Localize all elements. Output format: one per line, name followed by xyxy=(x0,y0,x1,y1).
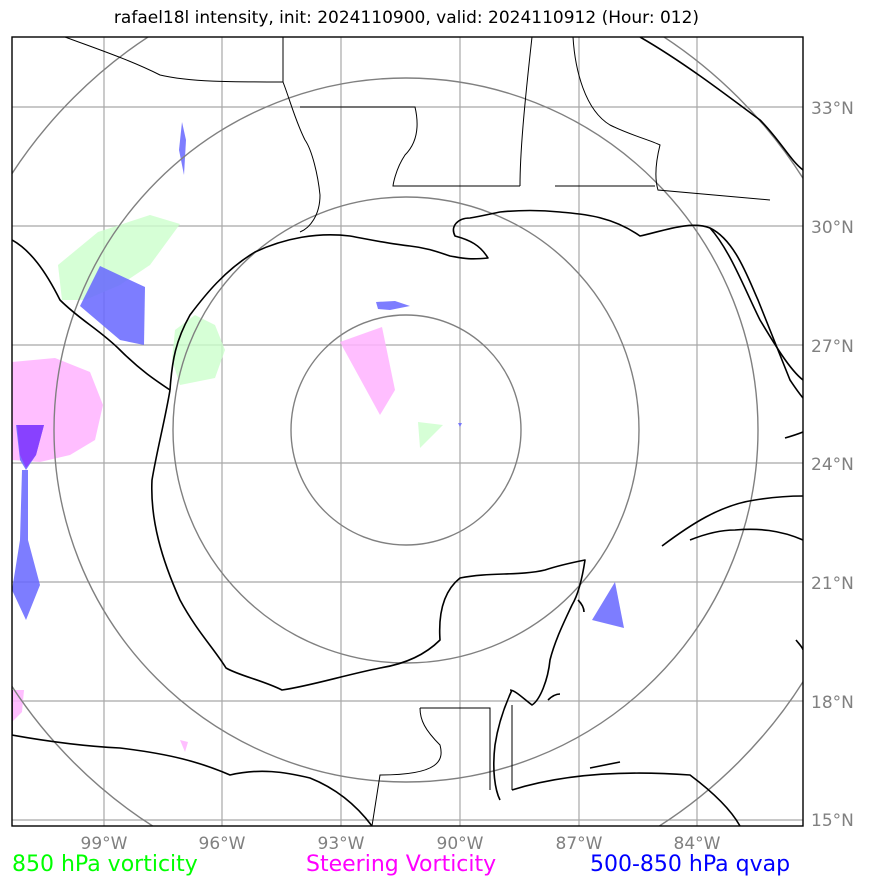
vort850-patch xyxy=(418,422,443,448)
steering-patch xyxy=(340,327,395,415)
central-america-coast xyxy=(12,734,373,826)
lat-label-24: 24°N xyxy=(811,455,854,475)
lat-labels: 33°N 30°N 27°N 24°N 21°N 18°N 15°N xyxy=(811,99,854,831)
range-ring-3 xyxy=(53,77,759,783)
gridlines xyxy=(12,37,803,826)
legend-steering-vorticity: Steering Vorticity xyxy=(306,852,497,877)
lon-label-90: 90°W xyxy=(437,834,484,854)
lat-label-33: 33°N xyxy=(811,99,854,119)
florida-peninsula xyxy=(709,227,803,381)
qvap-patch xyxy=(179,122,186,175)
qvap-patch xyxy=(80,266,145,345)
steering-patch xyxy=(180,740,188,752)
us-state-borders xyxy=(64,37,771,233)
qvap-patch xyxy=(592,582,624,628)
yucatan-islands xyxy=(547,599,621,769)
atlantic-coast xyxy=(639,37,803,171)
map-frame xyxy=(11,36,804,827)
lon-label-87: 87°W xyxy=(556,834,603,854)
mexico-inland-coast xyxy=(12,239,171,391)
gulf-coast-north xyxy=(169,209,803,399)
coastlines xyxy=(12,37,803,826)
mexico-guatemala-border xyxy=(371,707,491,826)
lat-label-18: 18°N xyxy=(811,693,854,713)
steering-patch xyxy=(12,690,24,722)
range-ring-1 xyxy=(290,314,522,546)
lon-label-84: 84°W xyxy=(674,834,721,854)
range-ring-2 xyxy=(172,196,640,664)
honduras-coast xyxy=(511,772,741,826)
vort850-patch xyxy=(172,315,225,385)
hispaniola-coast xyxy=(795,639,803,651)
legend-850-vorticity: 850 hPa vorticity xyxy=(12,852,198,877)
qvap-patch xyxy=(12,470,40,620)
yucatan-east-coast xyxy=(493,689,513,801)
lon-label-99: 99°W xyxy=(81,834,128,854)
qvap-patch xyxy=(458,423,462,427)
lat-label-30: 30°N xyxy=(811,218,854,238)
borders xyxy=(64,37,771,826)
cuba-coast xyxy=(661,495,803,547)
legend-qvap: 500-850 hPa qvap xyxy=(590,852,791,877)
lat-label-21: 21°N xyxy=(811,574,854,594)
lat-label-15: 15°N xyxy=(811,811,854,831)
lon-label-96: 96°W xyxy=(199,834,246,854)
steering-areas xyxy=(12,327,395,752)
lon-labels: 99°W 96°W 93°W 90°W 87°W 84°W xyxy=(81,834,721,854)
bahamas-coast xyxy=(784,431,803,439)
map-title: rafael18l intensity, init: 2024110900, v… xyxy=(113,8,700,28)
lat-label-27: 27°N xyxy=(811,337,854,357)
qvap-patch xyxy=(376,301,410,310)
texas-mexico-coast xyxy=(150,389,586,706)
lon-label-93: 93°W xyxy=(318,834,365,854)
qvap-steering-overlap xyxy=(17,425,44,468)
